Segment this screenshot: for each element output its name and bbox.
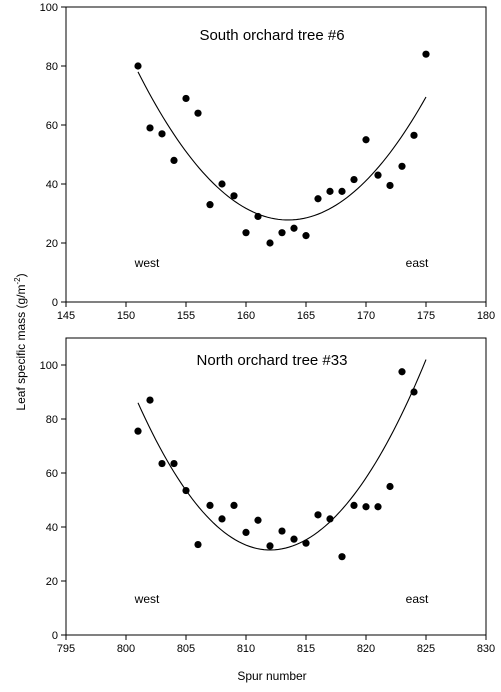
x-tick-label: 155 [177,310,195,322]
data-point [374,503,382,511]
data-point [314,511,322,519]
data-point [398,162,406,170]
data-point [218,515,226,523]
annotation-east: east [406,256,429,270]
data-point [254,212,262,221]
x-tick-label: 825 [417,643,435,655]
data-point [386,181,394,190]
data-point [422,50,430,58]
data-point [230,192,238,200]
x-tick-label: 810 [237,643,255,655]
y-tick-label: 20 [46,238,58,250]
y-tick-label: 0 [52,630,58,642]
data-point [242,229,250,237]
data-point [158,130,166,138]
x-tick-label: 815 [297,643,315,655]
data-point [362,503,370,511]
data-point [278,229,286,237]
data-point [350,501,358,509]
x-tick-label: 150 [117,310,135,322]
y-tick-label: 80 [46,61,58,73]
x-tick-label: 145 [57,310,75,322]
fit-curve [137,71,427,221]
data-point [386,482,394,491]
annotation-west: west [134,256,160,270]
data-point [170,459,178,468]
data-point [182,94,190,103]
data-point [398,368,406,376]
y-tick-label: 20 [46,576,58,588]
data-point [146,124,154,132]
y-tick-label: 0 [52,297,58,309]
x-tick-label: 795 [57,643,75,655]
data-point [266,239,274,247]
y-tick-label: 60 [46,120,58,132]
data-point [374,171,382,179]
y-axis-label-superscript: -2 [13,277,22,285]
data-point [326,187,334,195]
data-point [230,501,238,509]
x-tick-label: 160 [237,310,255,322]
data-point [134,427,142,435]
data-point [266,542,274,550]
data-point [158,459,166,468]
data-point [410,131,418,139]
annotation-west: west [134,592,160,606]
y-tick-label: 100 [40,360,58,372]
data-point [182,486,190,495]
x-tick-label: 820 [357,643,375,655]
x-tick-label: 175 [417,310,435,322]
data-point [170,156,178,164]
data-point [302,232,310,240]
data-point [338,553,346,561]
data-point [338,187,346,195]
y-tick-label: 40 [46,522,58,534]
y-tick-label: 100 [40,2,58,14]
data-point [314,195,322,203]
data-point [362,136,370,144]
annotation-east: east [406,592,429,606]
data-point [350,175,358,184]
data-point [146,396,154,404]
data-point [410,388,418,396]
x-axis-label: Spur number [237,669,306,683]
data-point [326,515,334,523]
y-tick-label: 40 [46,179,58,191]
data-point [290,535,298,543]
x-tick-label: 830 [477,643,495,655]
x-tick-label: 165 [297,310,315,322]
data-point [194,109,202,117]
plot-frame [65,6,487,303]
y-tick-label: 60 [46,468,58,480]
data-point [134,62,142,70]
x-tick-label: 805 [177,643,195,655]
data-point [302,539,310,547]
data-point [242,528,250,537]
data-point [278,527,286,535]
data-point [194,540,202,549]
panel-south-orchard: 145 150 155 160 165 170 175 180 0 20 40 60 80 100 Sout… [40,2,496,322]
fit-curve [137,359,427,551]
x-tick-label: 800 [117,643,135,655]
data-point [206,501,214,509]
data-point [218,180,226,188]
data-point [254,516,262,524]
plot-frame [65,337,487,636]
y-axis-label-close: ) [14,273,28,277]
panel-title: North orchard tree #33 [197,352,348,369]
x-tick-label: 180 [477,310,495,322]
y-axis-label: Leaf specific mass (g/m-2) [13,273,28,410]
x-tick-label: 170 [357,310,375,322]
data-point [206,201,214,209]
panel-north-orchard: 795 800 805 810 815 820 825 830 0 20 40 60 80 100 Nort… [40,337,495,655]
y-tick-label: 80 [46,414,58,426]
data-point [290,224,298,232]
panel-title: South orchard tree #6 [199,27,344,44]
